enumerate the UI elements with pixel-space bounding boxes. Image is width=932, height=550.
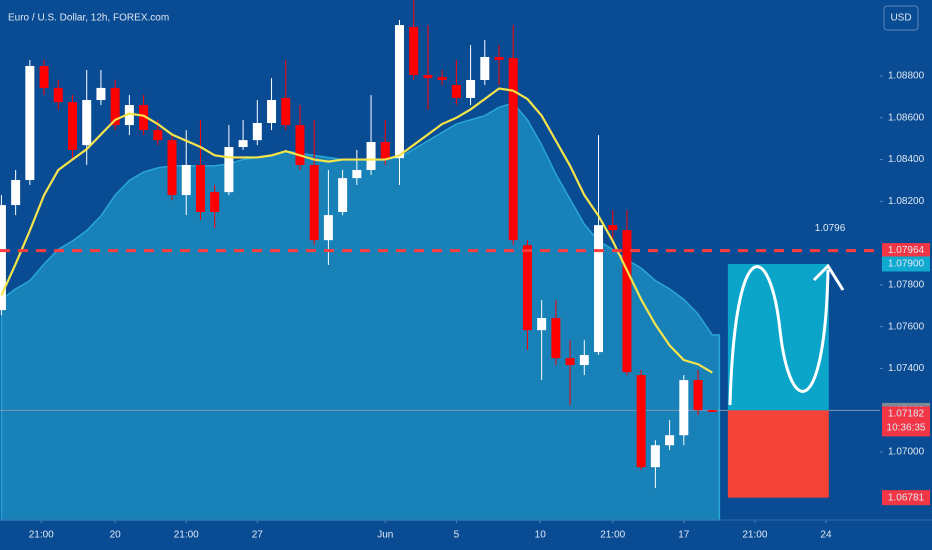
y-tick-label: 1.08600 (888, 112, 925, 123)
x-tick-label: 27 (252, 530, 264, 541)
x-tick-label: 17 (678, 530, 690, 541)
candle-body (252, 123, 262, 141)
y-tick-label: 1.07600 (888, 321, 925, 332)
countdown: 10:36:35 (887, 423, 926, 434)
target-annotation: 1.0796 (815, 223, 846, 234)
y-tick-label: 1.07000 (888, 447, 925, 458)
candle-body (508, 58, 518, 241)
price-label: 1.07964 (888, 245, 925, 256)
price-label-box (882, 490, 930, 506)
x-tick-label: 20 (110, 530, 122, 541)
candle-body (139, 105, 149, 131)
candle-body (295, 125, 305, 165)
candle-body (522, 245, 532, 331)
drawn-arrowhead (812, 263, 845, 291)
candle-body (494, 57, 504, 60)
candle-body (466, 79, 476, 98)
candle-body (480, 57, 490, 80)
candle-body (82, 100, 92, 146)
x-tick-label: Jun (377, 530, 393, 541)
y-tick-label: 1.07800 (888, 279, 925, 290)
price-label-box (882, 406, 930, 437)
candle-body (309, 164, 319, 241)
candle-body (636, 375, 646, 468)
candle-body (380, 142, 390, 160)
y-tick-label: 1.08800 (888, 71, 925, 82)
y-tick-label: 1.08200 (888, 196, 925, 207)
candle-body (96, 87, 106, 101)
candle-body (167, 140, 177, 196)
candle-body (224, 147, 234, 193)
candle-body (594, 225, 604, 353)
candle-body (0, 205, 6, 311)
candle-body (124, 105, 134, 126)
candle-body (210, 192, 220, 212)
candle-body (366, 142, 376, 170)
x-tick-label: 10 (535, 530, 547, 541)
candle-body (437, 77, 447, 80)
currency-button[interactable] (883, 5, 919, 31)
candle-body (352, 169, 362, 179)
candle-body (11, 180, 21, 206)
y-tick-label: 1.07400 (888, 363, 925, 374)
candle-body (409, 26, 419, 75)
candle-body (338, 178, 348, 212)
x-tick-label: 21:00 (174, 530, 199, 541)
chart-title: Euro / U.S. Dollar, 12h, FOREX.com (8, 13, 169, 24)
candle-body (195, 164, 205, 212)
x-tick-label: 21:00 (742, 530, 767, 541)
drawn-curve (728, 265, 830, 406)
candle-body (537, 318, 547, 331)
candle-body (565, 358, 575, 366)
candle-body (68, 102, 78, 150)
price-label: 1.07182 (888, 409, 925, 420)
candle-body (693, 380, 703, 411)
candle-body (679, 380, 689, 436)
candle-body (665, 435, 675, 446)
x-tick-label: 5 (454, 530, 460, 541)
price-label: 1.06781 (888, 492, 925, 503)
candle-body (110, 87, 120, 126)
candle-body (153, 130, 163, 141)
price-label-box (882, 256, 930, 272)
candle-body (650, 445, 660, 468)
candle-body (181, 164, 191, 196)
price-label: 1.07900 (888, 259, 925, 270)
x-tick-label: 21:00 (600, 530, 625, 541)
candle-body (707, 410, 717, 413)
candle-body (323, 215, 333, 241)
candle-body (579, 355, 589, 366)
x-tick-label: 21:00 (29, 530, 54, 541)
candle-body (394, 25, 404, 159)
candle-body (622, 230, 632, 373)
candle-body (608, 225, 618, 231)
stop-zone (727, 410, 829, 498)
currency-label: USD (890, 13, 911, 24)
candle-body (53, 87, 63, 103)
moving-average (0, 87, 713, 374)
candle-body (551, 318, 561, 359)
candle-body (238, 140, 248, 148)
candle-body (423, 74, 433, 79)
y-tick-label: 1.08400 (888, 154, 925, 165)
x-tick-label: 24 (820, 530, 832, 541)
candle-body (25, 65, 35, 181)
candle-body (39, 65, 49, 88)
candle-body (451, 84, 461, 98)
candle-body (281, 97, 291, 126)
candle-body (267, 100, 277, 124)
price-label-box (882, 243, 930, 259)
